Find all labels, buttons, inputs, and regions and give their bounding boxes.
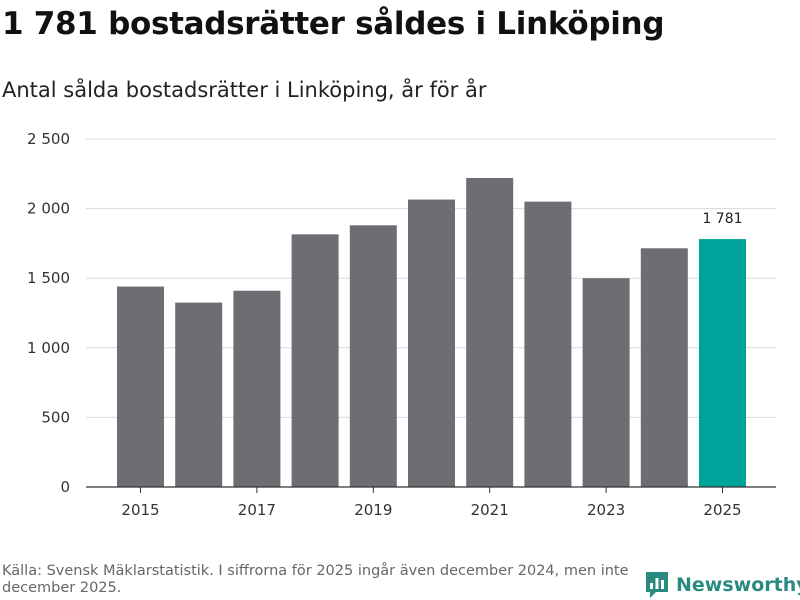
y-tick-label: 0 <box>60 478 70 496</box>
bar-2015 <box>117 286 164 487</box>
x-tick-label: 2023 <box>587 501 625 519</box>
chart-subtitle: Antal sålda bostadsrätter i Linköping, å… <box>2 78 487 102</box>
x-tick-label: 2021 <box>471 501 509 519</box>
bar-2016 <box>175 302 223 487</box>
data-labels: 1 781 <box>702 211 742 227</box>
y-tick-label: 2 500 <box>27 130 70 148</box>
bar-2020 <box>408 199 455 487</box>
y-tick-label: 2 000 <box>27 200 70 218</box>
bar-2025 <box>699 239 746 487</box>
newsworthy-logo-icon <box>646 572 668 598</box>
bar-2017 <box>233 290 281 487</box>
bar-2019 <box>349 225 397 487</box>
x-tick-label: 2017 <box>238 501 276 519</box>
x-tick-label: 2015 <box>121 501 159 519</box>
x-tick-label: 2019 <box>354 501 392 519</box>
bar-2024 <box>640 248 688 487</box>
x-tick-label: 2025 <box>703 501 741 519</box>
bar-2023 <box>582 278 630 487</box>
bars <box>117 177 746 487</box>
x-axis: 2015 2017 2019 2021 2023 2025 <box>86 486 776 519</box>
y-tick-label: 500 <box>41 408 70 426</box>
brand[interactable]: Newsworthy <box>644 570 800 600</box>
bar-2018 <box>291 234 339 487</box>
bar-2021 <box>466 177 514 487</box>
y-axis-tick-labels: 0 500 1 000 1 500 2 000 2 500 <box>27 130 70 496</box>
y-tick-label: 1 000 <box>27 339 70 357</box>
bar-2022 <box>524 201 572 487</box>
y-tick-label: 1 500 <box>27 269 70 287</box>
data-label-2025: 1 781 <box>702 211 742 227</box>
source-note: Källa: Svensk Mäklarstatistik. I siffror… <box>2 563 629 596</box>
brand-name: Newsworthy <box>676 574 800 596</box>
chart-title: 1 781 bostadsrätter såldes i Linköping <box>2 6 665 42</box>
